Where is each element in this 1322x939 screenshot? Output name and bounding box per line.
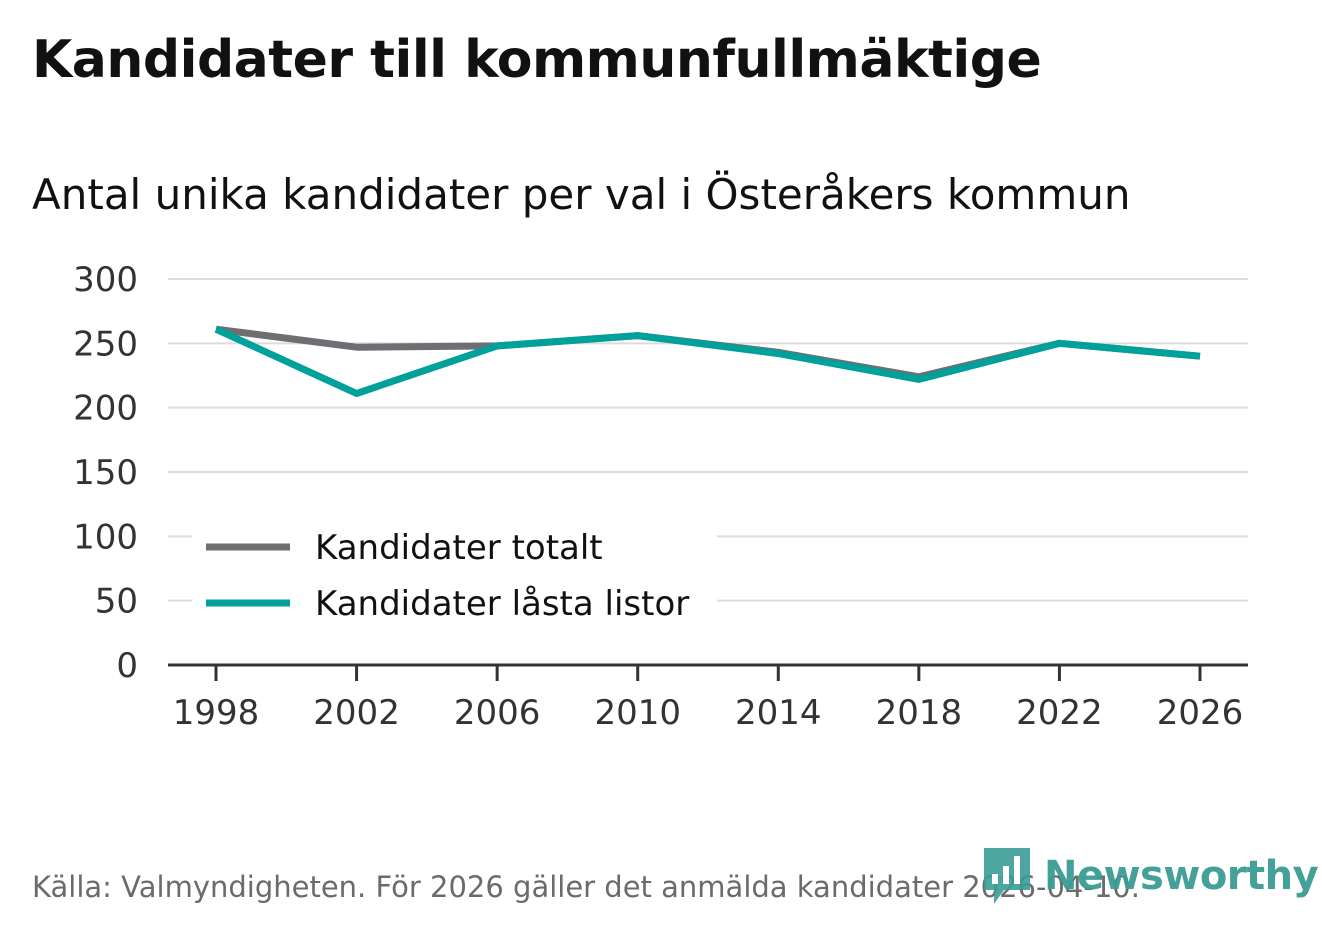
y-tick-label: 300: [73, 260, 138, 300]
legend: Kandidater totalt Kandidater låsta listor: [192, 515, 717, 635]
y-tick-label: 250: [73, 324, 138, 364]
x-tick-label: 2026: [1157, 693, 1244, 733]
y-tick-label: 100: [73, 517, 138, 557]
x-tick-label: 2010: [594, 693, 681, 733]
x-axis: 1998 2002 2006 2010 2014 2018 2022 2026: [168, 663, 1248, 733]
y-tick-label: 200: [73, 389, 138, 429]
series-lines: [214, 325, 1201, 397]
x-tick-label: 2002: [313, 693, 400, 733]
brand-logo: Newsworthy: [982, 846, 1319, 906]
y-tick-label: 50: [95, 582, 138, 622]
chart-subtitle: Antal unika kandidater per val i Österåk…: [32, 170, 1131, 219]
series-line-1: [214, 326, 1201, 397]
brand-name: Newsworthy: [1044, 853, 1319, 899]
x-tick-label: 1998: [173, 693, 260, 733]
x-tick-label: 2022: [1016, 693, 1103, 733]
y-axis-ticks: 0 50 100 150 200 250 300: [73, 260, 138, 686]
source-note: Källa: Valmyndigheten. För 2026 gäller d…: [32, 870, 1140, 904]
x-tick-label: 2018: [876, 693, 963, 733]
x-tick-label: 2014: [735, 693, 822, 733]
bar-chart-speech-icon: [984, 848, 1030, 904]
legend-label-1: Kandidater låsta listor: [315, 584, 689, 624]
chart-title: Kandidater till kommunfullmäktige: [32, 30, 1042, 90]
series-line-0: [215, 325, 1201, 381]
legend-label-0: Kandidater totalt: [315, 528, 603, 568]
y-tick-label: 0: [116, 646, 138, 686]
legend-background: [192, 515, 717, 635]
y-tick-label: 150: [73, 453, 138, 493]
x-tick-label: 2006: [454, 693, 541, 733]
